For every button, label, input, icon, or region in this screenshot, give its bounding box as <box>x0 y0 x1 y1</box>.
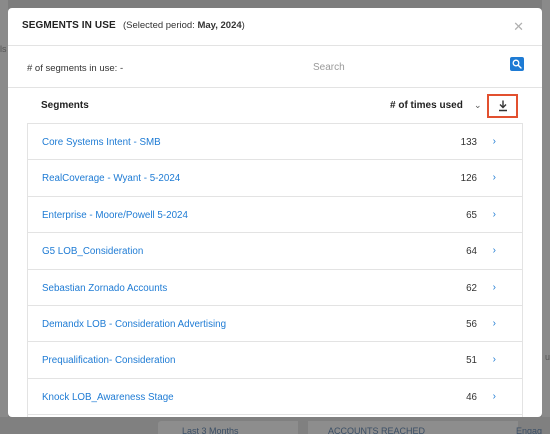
search-input[interactable] <box>305 56 505 78</box>
chevron-right-icon[interactable]: › <box>492 245 496 257</box>
modal-title: SEGMENTS IN USE <box>22 20 116 31</box>
chevron-right-icon[interactable]: › <box>492 136 496 147</box>
segment-name[interactable]: Demandx LOB - Consideration Advertising <box>42 318 227 330</box>
segment-name[interactable]: Core Systems Intent - SMB <box>42 137 161 148</box>
search-button[interactable] <box>510 57 524 71</box>
segments-column-header: Segments <box>41 100 89 111</box>
download-icon <box>499 100 507 112</box>
segments-modal: SEGMENTS IN USE (Selected period: May, 2… <box>8 8 542 417</box>
close-icon[interactable]: ✕ <box>513 19 524 34</box>
segment-count: 62 <box>466 282 477 294</box>
list-item[interactable]: Knock LOB_Awareness Stage 46 › <box>28 379 522 416</box>
segment-name[interactable]: Enterprise - Moore/Powell 5-2024 <box>42 209 188 221</box>
background-fragment: ls <box>0 44 7 54</box>
segments-list: Core Systems Intent - SMB 133 › RealCove… <box>27 123 523 417</box>
segment-count: 64 <box>466 246 477 258</box>
background-date-range: Last 3 Months <box>182 426 239 434</box>
background-engagement: Engag <box>516 426 543 434</box>
segment-count: 56 <box>466 318 477 330</box>
modal-header: SEGMENTS IN USE (Selected period: May, 2… <box>8 8 542 46</box>
chevron-right-icon[interactable]: › <box>492 208 496 220</box>
chevron-right-icon[interactable]: › <box>492 172 496 184</box>
search-icon <box>512 59 522 69</box>
list-item[interactable]: RealCoverage - Wyant - 5-2024 126 › <box>28 160 522 197</box>
list-item[interactable]: G5 LOB_Consideration 64 › <box>28 233 522 270</box>
list-item[interactable]: Prequalification- Consideration 51 › <box>28 342 522 379</box>
background-panel <box>308 421 518 434</box>
list-header: Segments # of times used ⌄ <box>8 88 542 122</box>
segment-name[interactable]: RealCoverage - Wyant - 5-2024 <box>42 173 181 185</box>
background-left: ls <box>0 0 8 434</box>
background-panel <box>158 421 298 434</box>
download-button[interactable] <box>487 94 518 118</box>
list-item[interactable]: Core Systems Intent - SMB 133 › <box>28 124 522 161</box>
segment-name[interactable]: Knock LOB_Awareness Stage <box>42 391 174 403</box>
chevron-right-icon[interactable]: › <box>492 390 496 402</box>
segment-name[interactable]: G5 LOB_Consideration <box>42 246 144 258</box>
background-right: u <box>542 0 550 434</box>
chevron-right-icon[interactable]: › <box>492 281 496 293</box>
period-value: May, 2024 <box>197 20 242 31</box>
segments-count-label: # of segments in use: - <box>27 63 124 74</box>
segment-count: 46 <box>466 391 477 403</box>
chevron-right-icon[interactable]: › <box>492 317 496 329</box>
segment-count: 133 <box>460 137 477 148</box>
segment-name[interactable]: Prequalification- Consideration <box>42 355 176 367</box>
summary-row: # of segments in use: - <box>8 46 542 88</box>
segment-count: 126 <box>460 173 477 185</box>
background-fragment: u <box>544 352 550 362</box>
background-bottom: Last 3 Months ACCOUNTS REACHED Engag <box>0 417 550 434</box>
chevron-right-icon[interactable]: › <box>492 354 496 366</box>
list-item[interactable]: Enterprise - Moore/Powell 5-2024 65 › <box>28 197 522 234</box>
segment-name[interactable]: Sebastian Zornado Accounts <box>42 282 168 294</box>
list-item[interactable]: Sebastian Zornado Accounts 62 › <box>28 270 522 306</box>
selected-period: (Selected period: May, 2024) <box>123 20 245 31</box>
list-item[interactable]: Demandx LOB - Consideration Advertising … <box>28 306 522 343</box>
chevron-down-icon[interactable]: ⌄ <box>474 100 482 110</box>
background-accounts-reached: ACCOUNTS REACHED <box>328 426 426 434</box>
times-used-column-header[interactable]: # of times used <box>390 100 463 111</box>
segment-count: 65 <box>466 209 477 221</box>
segment-count: 51 <box>466 355 477 367</box>
